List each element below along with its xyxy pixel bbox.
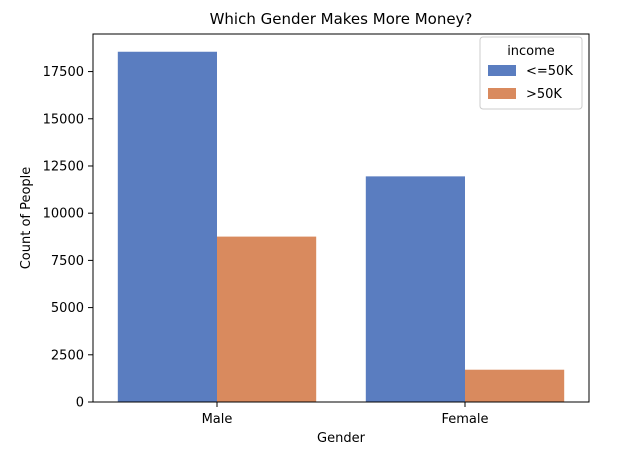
y-tick-label: 0 (76, 396, 84, 411)
y-axis-label: Count of People (19, 167, 34, 270)
legend-title: income (507, 44, 555, 59)
x-tick-label: Male (202, 412, 233, 427)
bar-female-series-2 (465, 369, 565, 402)
plot-frame (92, 33, 590, 403)
y-tick-label: 10000 (43, 207, 84, 222)
x-axis: Male Female (202, 402, 489, 427)
legend-swatch-2 (488, 88, 516, 99)
legend-label-2: >50K (526, 87, 562, 102)
legend: income <=50K >50K (479, 36, 583, 110)
x-axis-label: Gender (317, 431, 366, 446)
legend-label-1: <=50K (526, 64, 573, 79)
y-axis: 0 2500 5000 7500 10000 12500 15000 17500 (43, 65, 93, 411)
bar-male-series-2 (217, 236, 317, 402)
y-tick-label: 5000 (51, 301, 84, 316)
bar-female-series-1 (365, 176, 465, 402)
y-tick-label: 2500 (51, 348, 84, 363)
y-tick-label: 7500 (51, 254, 84, 269)
legend-swatch-1 (488, 65, 516, 76)
y-tick-label: 15000 (43, 112, 84, 127)
bar-male-series-1 (117, 51, 217, 402)
y-tick-label: 12500 (43, 159, 84, 174)
x-tick-label: Female (441, 412, 488, 427)
y-tick-label: 17500 (43, 65, 84, 80)
bars-group (117, 51, 565, 402)
chart-title: Which Gender Makes More Money? (210, 10, 473, 28)
